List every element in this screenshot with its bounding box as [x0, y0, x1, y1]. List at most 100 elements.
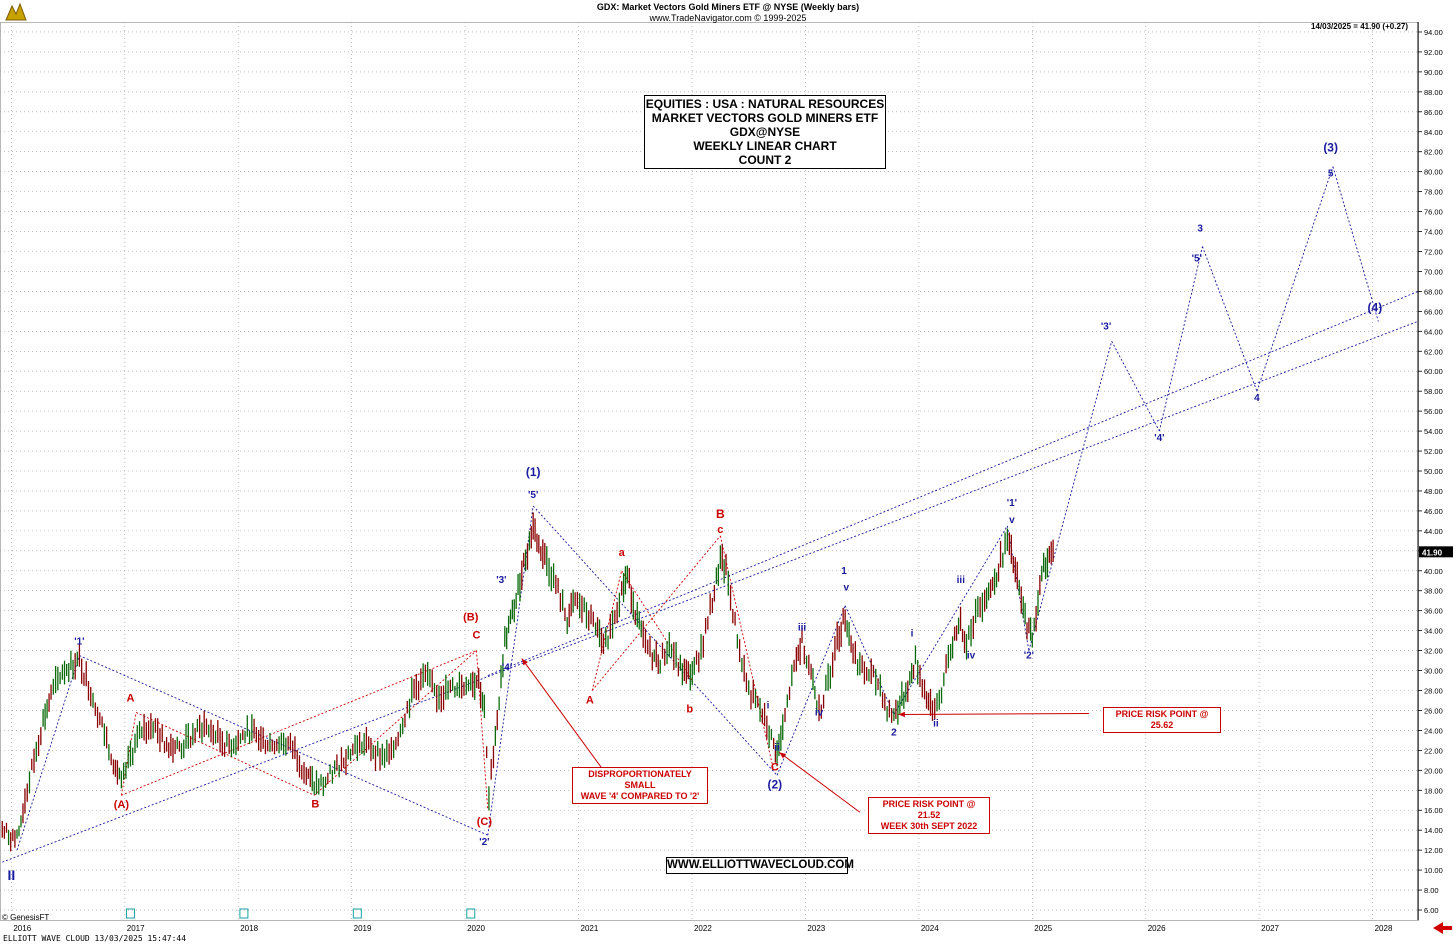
x-tick-label: 2020 [467, 924, 485, 933]
time-marker-icon [239, 908, 249, 919]
wave-label: '5' [1192, 253, 1202, 264]
x-tick-label: 2017 [127, 924, 145, 933]
wave-label: iii [957, 575, 966, 586]
title-line-2: MARKET VECTORS GOLD MINERS ETF [651, 111, 879, 125]
y-tick-label: 36.00 [1424, 607, 1443, 616]
y-tick-label: 24.00 [1424, 726, 1443, 735]
y-tick-label: 72.00 [1424, 247, 1443, 256]
blue-wave-line [893, 525, 1008, 715]
blue-wave-line [1158, 246, 1203, 432]
wave-label: v [843, 583, 849, 594]
y-tick-label: 68.00 [1424, 287, 1443, 296]
wave-label: '3' [496, 575, 506, 586]
y-tick-label: 94.00 [1424, 28, 1443, 37]
wave-label: '5' [528, 490, 538, 501]
y-tick-label: 6.00 [1424, 906, 1439, 915]
annotation-arrow-line [779, 751, 861, 813]
wave-label: ii [933, 718, 939, 729]
title-line-4: WEEKLY LINEAR CHART [693, 139, 837, 153]
wave-label: iv [815, 707, 824, 718]
chart-header-title: GDX: Market Vectors Gold Miners ETF @ NY… [596, 2, 860, 12]
time-marker-icon [466, 908, 476, 919]
y-tick-label: 30.00 [1424, 667, 1443, 676]
y-tick-label: 14.00 [1424, 826, 1443, 835]
y-tick-label: 66.00 [1424, 307, 1443, 316]
blue-wave-line [1006, 525, 1030, 651]
wave-label: C [771, 761, 779, 773]
y-tick-label: 90.00 [1424, 68, 1443, 77]
y-tick-label: 82.00 [1424, 148, 1443, 157]
y-tick-label: 8.00 [1424, 886, 1439, 895]
y-tick-label: 56.00 [1424, 407, 1443, 416]
blue-wave-line [487, 290, 1419, 676]
y-tick-label: 34.00 [1424, 627, 1443, 636]
red-wave-line [135, 712, 315, 796]
x-tick-label: 2021 [581, 924, 599, 933]
y-tick-label: 12.00 [1424, 846, 1443, 855]
annotation-arrow-line [521, 658, 602, 768]
note-small-wave-4-line-2: WAVE '4' COMPARED TO '2' [580, 791, 700, 801]
red-wave-line [591, 535, 721, 691]
y-tick-label: 60.00 [1424, 367, 1443, 376]
title-line-5: COUNT 2 [738, 153, 792, 167]
last-price-label: 41.90 [1422, 548, 1443, 557]
y-tick-label: 48.00 [1424, 487, 1443, 496]
annotation-arrow-head [521, 658, 528, 666]
x-tick-label: 2025 [1034, 924, 1052, 933]
x-tick-label: 2026 [1148, 924, 1166, 933]
y-tick-label: 20.00 [1424, 766, 1443, 775]
time-marker-icon [352, 908, 362, 919]
wave-label: 3 [1197, 224, 1203, 235]
y-tick-label: 92.00 [1424, 48, 1443, 57]
title-line-1: EQUITIES : USA : NATURAL RESOURCES [645, 97, 885, 111]
wave-label: 1 [841, 566, 847, 577]
blue-wave-line [1332, 166, 1379, 322]
y-tick-label: 10.00 [1424, 866, 1443, 875]
y-tick-label: 84.00 [1424, 128, 1443, 137]
wave-label: (C) [477, 816, 493, 828]
wave-label: '1' [74, 637, 84, 648]
wave-label: (3) [1323, 141, 1338, 155]
y-tick-label: 62.00 [1424, 347, 1443, 356]
note-small-wave-4: DISPROPORTIONATELY SMALL WAVE '4' COMPAR… [572, 767, 708, 804]
wave-label: (2) [767, 777, 782, 791]
time-marker-icon [125, 908, 135, 919]
y-tick-label: 22.00 [1424, 746, 1443, 755]
website-box: WWW.ELLIOTTWAVECLOUD.COM [666, 857, 854, 874]
wave-label: C [472, 630, 480, 642]
blue-wave-line [776, 605, 846, 776]
wave-label: '2' [1024, 651, 1034, 662]
x-tick-label: 2027 [1261, 924, 1279, 933]
y-tick-label: 28.00 [1424, 687, 1443, 696]
wave-label: B [716, 507, 725, 521]
note-risk-2152-line-1: PRICE RISK POINT @ 21.52 [882, 799, 976, 820]
wave-label: A [126, 692, 134, 704]
annotation-arrow-head [779, 752, 787, 759]
red-wave-line [591, 570, 623, 691]
annotation-arrow-head [898, 711, 905, 718]
y-tick-label: 76.00 [1424, 208, 1443, 217]
genesis-copyright: © GenesisFT [2, 913, 50, 922]
x-tick-label: 2018 [240, 924, 258, 933]
y-tick-label: 46.00 [1424, 507, 1443, 516]
y-tick-label: 74.00 [1424, 228, 1443, 237]
x-tick-label: 2022 [694, 924, 712, 933]
chart-title-box: EQUITIES : USA : NATURAL RESOURCES MARKE… [644, 95, 886, 169]
x-tick-label: 2016 [13, 924, 31, 933]
wave-label: 2 [891, 727, 897, 738]
note-risk-2152-line-2: WEEK 30th SEPT 2022 [880, 821, 978, 831]
blue-wave-line [1111, 341, 1160, 432]
y-tick-label: 54.00 [1424, 427, 1443, 436]
wave-label: 5 [1328, 169, 1334, 180]
y-tick-label: 18.00 [1424, 786, 1443, 795]
y-tick-label: 80.00 [1424, 168, 1443, 177]
blue-wave-line [2, 320, 1419, 863]
y-tick-label: 38.00 [1424, 587, 1443, 596]
y-tick-label: 78.00 [1424, 188, 1443, 197]
wave-label: 4 [1254, 393, 1260, 404]
scroll-left-arrow-icon [1433, 922, 1452, 934]
blue-wave-line [1202, 246, 1258, 392]
wave-label: b [686, 703, 693, 715]
note-small-wave-4-line-1: DISPROPORTIONATELY SMALL [588, 769, 692, 790]
y-tick-label: 26.00 [1424, 706, 1443, 715]
